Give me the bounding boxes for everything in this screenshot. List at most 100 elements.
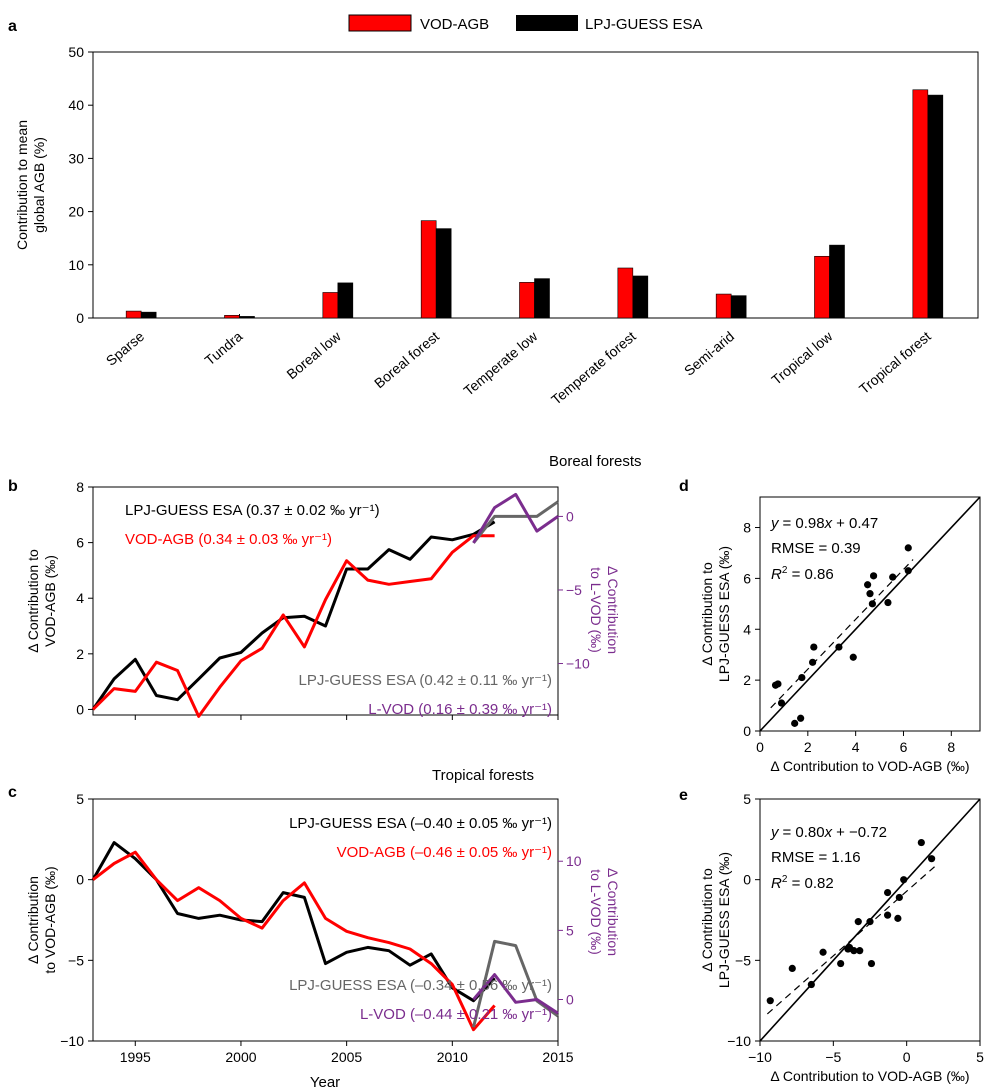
panel-e-point — [917, 838, 925, 847]
x-tick-label-tropical-low: Tropical low — [768, 327, 836, 388]
panel-d-point — [798, 673, 806, 682]
panel-c-annotation-4: L-VOD (–0.44 ± 0.21 ‰ yr⁻¹) — [360, 1006, 552, 1023]
panel-d-point — [884, 598, 892, 607]
y-tick-label: −10 — [727, 1033, 751, 1049]
x-tick-label: 2 — [804, 739, 812, 755]
panel-b-letter: b — [8, 478, 18, 495]
x-tick-label-temperate-forest: Temperate forest — [548, 328, 639, 408]
panel-e-point — [884, 888, 892, 897]
x-tick-label: 5 — [976, 1049, 984, 1065]
y-tick-label: 0 — [76, 701, 84, 717]
panel-e-point — [856, 947, 864, 955]
y-tick-label: 2 — [76, 646, 84, 662]
bar-lpj-guess-esa-semi-arid — [730, 295, 747, 319]
y-tick-label: 5 — [76, 791, 84, 807]
panel-e-x-axis-label: Δ Contribution to VOD-AGB (‰) — [770, 1068, 969, 1084]
bar-vod-agb-temperate-forest — [617, 267, 634, 319]
y-tick-label: 2 — [743, 672, 751, 688]
y-tick-label: −10 — [60, 1033, 84, 1049]
y-tick-label: 10 — [68, 257, 84, 273]
bar-vod-agb-boreal-forest — [420, 220, 437, 319]
panel-c-letter: c — [8, 784, 17, 801]
panel-d-point — [809, 658, 817, 666]
panel-d-point — [868, 600, 876, 608]
bar-vod-agb-sparse — [125, 310, 142, 319]
panel-d-point — [904, 567, 912, 575]
y-tick-label: 40 — [68, 97, 84, 113]
panel-d-equation: y = 0.98x + 0.47 — [770, 515, 878, 532]
legend-label-vod-agb: VOD-AGB — [420, 16, 489, 33]
x-tick-label-2010: 2010 — [437, 1049, 468, 1065]
panel-b-annotation-1: LPJ-GUESS ESA (0.37 ± 0.02 ‰ yr⁻¹) — [125, 502, 380, 519]
y-right-tick-label: −5 — [566, 582, 582, 598]
panel-e-point — [928, 855, 936, 863]
panel-b-line-lpj-guess-esa — [91, 520, 496, 711]
panel-e-axes-frame — [759, 798, 981, 1042]
y-tick-label: 30 — [68, 150, 84, 166]
panel-c-y-axis-label: Δ Contributionto VOD-AGB (‰) — [25, 866, 58, 973]
panel-e-scatter-plot: e −10 −5 0 5 −10 −5 0 5 Δ Contribution to VOD-AG… — [679, 787, 984, 1084]
panel-e-point — [837, 959, 845, 968]
x-tick-label: 0 — [756, 739, 764, 755]
panel-d-point — [889, 573, 897, 581]
bar-vod-agb-temperate-low — [519, 282, 535, 319]
panel-d-scatter-plot: d 0 2 4 6 8 0 2 4 6 8 Δ Contribution to VOD-AGB (‰… — [679, 478, 981, 774]
panel-d-point — [774, 680, 782, 688]
bar-vod-agb-boreal-low — [322, 292, 339, 319]
panel-c-line-vod-agb — [92, 850, 496, 1032]
panel-e-fit-stats: y = 0.80x + −0.72 RMSE = 1.16 R2 = 0.82 — [770, 824, 887, 892]
x-tick-label: 4 — [852, 739, 860, 755]
panel-d-point — [866, 590, 874, 598]
y-tick-label: 0 — [76, 872, 84, 888]
y-tick-label: 20 — [68, 204, 84, 220]
panel-b-line-vod-agb — [91, 534, 495, 718]
x-tick-label: 8 — [947, 739, 955, 755]
panel-e-point — [766, 997, 774, 1005]
panel-e-point — [894, 914, 902, 922]
y-tick-label: 4 — [76, 590, 84, 606]
panel-e-point — [884, 911, 892, 919]
panel-d-point — [869, 572, 878, 580]
panel-d-x-axis-label: Δ Contribution to VOD-AGB (‰) — [770, 758, 969, 774]
panel-d-y-axis-label: Δ Contribution toLPJ-GUESS ESA (‰) — [699, 546, 732, 682]
y-tick-label: 0 — [76, 310, 84, 326]
x-tick-label-sparse: Sparse — [103, 328, 147, 369]
panel-e-point — [895, 893, 903, 902]
panel-b-annotation-4: L-VOD (0.16 ± 0.39 ‰ yr⁻¹) — [368, 701, 552, 718]
x-tick-label-2005: 2005 — [331, 1049, 362, 1065]
panel-b-axes-frame — [92, 486, 559, 716]
panel-e-fit-line — [766, 866, 935, 1015]
panel-a-y-axis-label: Contribution to meanglobal AGB (%) — [14, 120, 47, 250]
panel-b-line-chart: b Boreal forests 0 2 4 6 8 0 −5 −10 Δ Contributi… — [8, 453, 642, 720]
panel-b-line-lpj-guess-esa-right-axis — [472, 500, 559, 544]
x-tick-label: −10 — [748, 1049, 772, 1065]
panel-d-fit-line — [770, 559, 914, 709]
x-tick-label-2015: 2015 — [542, 1049, 573, 1065]
panel-c-annotation-1: LPJ-GUESS ESA (–0.40 ± 0.05 ‰ yr⁻¹) — [289, 815, 552, 832]
y-tick-label: 6 — [76, 535, 84, 551]
panel-d-point — [904, 544, 912, 552]
x-tick-label-boreal-forest: Boreal forest — [371, 328, 442, 391]
panel-e-r-squared: R2 = 0.82 — [771, 874, 834, 892]
legend-swatch-vod-agb — [348, 14, 412, 32]
bar-lpj-guess-esa-boreal-low — [337, 282, 354, 319]
panel-d-one-to-one-line — [759, 496, 981, 732]
bar-lpj-guess-esa-sparse — [140, 311, 157, 319]
bar-lpj-guess-esa-boreal-forest — [435, 228, 452, 319]
panel-e-letter: e — [679, 787, 688, 804]
bar-vod-agb-tundra — [224, 315, 240, 319]
bar-lpj-guess-esa-tropical-forest — [927, 94, 944, 319]
y-tick-label: 8 — [743, 520, 751, 536]
panel-e-point — [900, 876, 908, 884]
panel-a-axes-frame — [92, 51, 979, 319]
panel-d-point — [864, 581, 872, 589]
x-tick-label-tropical-forest: Tropical forest — [856, 328, 934, 397]
panel-b-annotation-2: VOD-AGB (0.34 ± 0.03 ‰ yr⁻¹) — [125, 531, 332, 548]
y-right-tick-label: 5 — [566, 922, 574, 938]
panel-b-title: Boreal forests — [549, 453, 642, 470]
panel-d-r-squared: R2 = 0.86 — [771, 565, 834, 583]
y-right-tick-label: 0 — [566, 508, 574, 524]
panel-e-point — [854, 918, 862, 926]
y-tick-label: 5 — [743, 791, 751, 807]
